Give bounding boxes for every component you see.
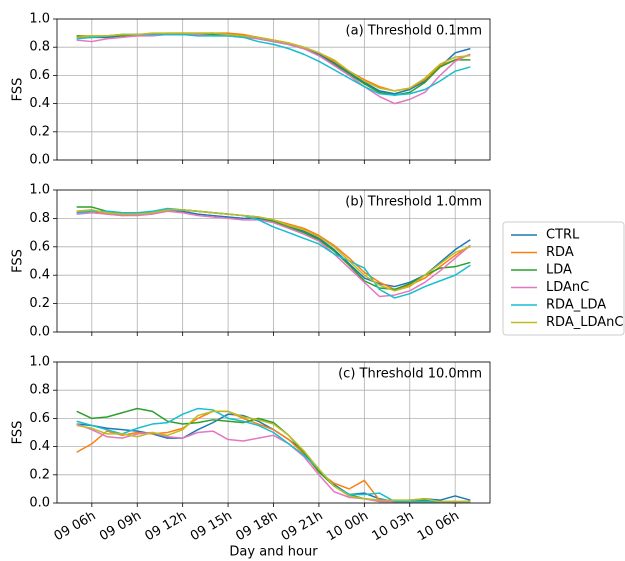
y-tick-label: 0.8: [29, 211, 50, 226]
series-line: [76, 207, 471, 299]
annotation: (a) Threshold 0.1mm: [346, 24, 482, 39]
y-tick-label: 0.4: [29, 96, 50, 111]
y-tick-label: 0.0: [29, 325, 50, 340]
annotation: (c) Threshold 10.0mm: [338, 367, 482, 382]
legend-label: CTRL: [546, 228, 580, 243]
x-tick-label: 09 12h: [143, 509, 190, 545]
x-axis-label: Day and hour: [229, 545, 318, 560]
legend-label: RDA_LDAnC: [546, 315, 623, 330]
x-tick-label: 09 18h: [233, 509, 280, 545]
y-tick-label: 0.6: [29, 411, 50, 426]
y-tick-label: 0.8: [29, 40, 50, 55]
y-axis-label: FSS: [11, 421, 26, 445]
y-tick-label: 1.0: [29, 355, 50, 370]
y-tick-label: 1.0: [29, 12, 50, 27]
y-tick-label: 0.8: [29, 383, 50, 398]
y-tick-label: 0.2: [29, 124, 50, 139]
x-tick-label: 09 21h: [279, 509, 326, 545]
legend-label: RDA: [546, 245, 574, 260]
series-line: [76, 32, 471, 92]
legend-label: LDA: [546, 263, 572, 278]
y-tick-label: 0.6: [29, 68, 50, 83]
annotation: (b) Threshold 1.0mm: [345, 195, 482, 210]
series-line: [76, 210, 471, 298]
y-tick-label: 0.0: [29, 496, 50, 511]
plot-frame: [56, 18, 491, 161]
legend-box: [502, 221, 625, 336]
y-axis-label: FSS: [11, 249, 26, 273]
legend-label: RDA_LDA: [546, 298, 606, 313]
series-line: [76, 33, 471, 105]
y-tick-label: 0.2: [29, 296, 50, 311]
x-tick-label: 10 03h: [370, 509, 417, 545]
series-line: [76, 407, 471, 503]
series-line: [76, 410, 471, 503]
y-tick-label: 1.0: [29, 183, 50, 198]
y-tick-label: 0.4: [29, 439, 50, 454]
y-axis-label: FSS: [11, 78, 26, 102]
x-tick-label: 09 15h: [188, 509, 235, 545]
y-tick-label: 0.6: [29, 239, 50, 254]
y-tick-label: 0.0: [29, 153, 50, 168]
y-tick-label: 0.2: [29, 467, 50, 482]
x-tick-label: 09 09h: [97, 509, 144, 545]
y-tick-label: 0.4: [29, 268, 50, 283]
x-tick-label: 10 00h: [324, 509, 371, 545]
legend-label: LDAnC: [546, 280, 589, 295]
series-line: [76, 209, 471, 292]
x-tick-label: 09 06h: [52, 509, 99, 545]
plot-frame: [56, 189, 491, 333]
x-tick-label: 10 06h: [415, 509, 462, 545]
plot-frame: [56, 361, 491, 504]
